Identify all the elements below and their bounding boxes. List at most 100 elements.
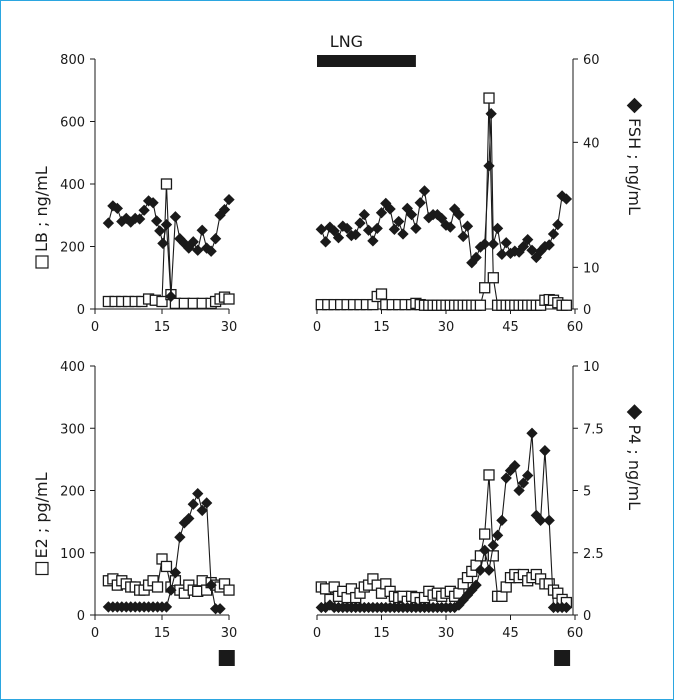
data-point-e2 [196, 504, 208, 517]
data-point-fsh [209, 233, 222, 245]
data-point-fsh [393, 215, 405, 228]
data-point-p4 [534, 514, 547, 527]
y-right-tick-label: 0 [583, 609, 591, 624]
open-square-legend-marker [35, 255, 49, 269]
y-right-tick-label: 10 [583, 261, 600, 276]
y-right-tick-label: 60 [583, 53, 600, 68]
data-point-lb [474, 299, 487, 311]
y-right-tick-label: 7.5 [583, 422, 604, 437]
data-point-fsh [354, 217, 366, 229]
y-left-tick-label: 400 [60, 360, 85, 375]
data-point-fsh [479, 238, 491, 250]
data-point-p4 [479, 544, 491, 556]
series-line-lb [108, 183, 230, 304]
data-point-fsh [410, 222, 422, 235]
data-point-e2 [201, 497, 213, 509]
y-right-tick-label: 40 [583, 136, 600, 151]
data-point-fsh [487, 238, 499, 250]
data-point-e2 [487, 550, 499, 562]
data-point-fsh [453, 208, 465, 221]
data-point-e2 [223, 584, 235, 596]
data-point-fsh [134, 213, 146, 225]
y-right-axis-title: P4 ; ng/mL [625, 425, 644, 511]
data-point-e2 [165, 584, 177, 596]
data-point-fsh [552, 218, 564, 231]
filled-diamond-legend-marker [626, 404, 643, 420]
data-point-p4 [474, 564, 487, 576]
y-right-tick-label: 2.5 [583, 547, 604, 562]
y-left-tick-label: 200 [60, 485, 85, 500]
data-point-fsh [388, 223, 401, 235]
x-tick-label: 0 [91, 626, 99, 641]
data-point-fsh [350, 228, 362, 241]
data-point-p4 [513, 484, 525, 497]
data-point-fsh [150, 215, 163, 227]
data-point-p4 [543, 514, 555, 527]
data-point-fsh [205, 245, 217, 257]
data-point-lb [160, 178, 173, 190]
data-point-p4 [487, 539, 499, 551]
data-point-fsh [165, 290, 177, 303]
y-left-title-group: E2 ; pg/mL [32, 472, 51, 576]
data-point-p4 [526, 427, 538, 439]
y-left-tick-label: 400 [60, 178, 85, 193]
lng-annotation-label: LNG [330, 32, 363, 51]
data-point-fsh [526, 244, 538, 256]
data-point-fsh [444, 221, 456, 233]
data-point-fsh [414, 197, 426, 209]
y-left-tick-label: 0 [77, 303, 85, 318]
data-point-lb [487, 272, 499, 284]
data-point-lb [560, 299, 573, 311]
x-tick-label: 0 [313, 320, 321, 335]
data-point-p4 [500, 472, 512, 484]
data-point-fsh [341, 222, 353, 235]
y-left-tick-label: 0 [77, 609, 85, 624]
data-point-lb [223, 293, 235, 305]
y-left-axis-title: E2 ; pg/mL [32, 472, 51, 558]
data-point-e2 [479, 528, 491, 540]
data-point-e2 [160, 560, 173, 573]
x-tick-label: 15 [373, 626, 390, 641]
data-point-fsh [154, 225, 166, 237]
data-point-fsh [160, 218, 173, 231]
data-point-e2 [205, 579, 217, 591]
x-tick-label: 45 [502, 626, 519, 641]
y-left-axis-title: LB ; ng/mL [32, 166, 51, 252]
data-point-fsh [102, 217, 115, 229]
data-point-fsh [543, 239, 555, 251]
data-point-fsh [367, 235, 379, 247]
y-right-tick-label: 0 [583, 303, 591, 318]
data-point-fsh [500, 237, 512, 249]
data-point-fsh [196, 224, 208, 236]
data-point-p4 [491, 529, 504, 541]
data-point-p4 [470, 579, 482, 591]
data-point-fsh [169, 211, 182, 223]
y-left-title-group: LB ; ng/mL [32, 166, 51, 269]
x-tick-label: 30 [438, 320, 455, 335]
data-point-e2 [500, 581, 512, 593]
y-right-tick-label: 5 [583, 485, 591, 500]
period-marker [218, 650, 235, 666]
data-point-fsh [496, 248, 508, 260]
x-tick-label: 15 [373, 320, 390, 335]
data-point-fsh [457, 230, 469, 243]
data-point-p4 [483, 564, 495, 576]
y-left-tick-label: 800 [60, 53, 85, 68]
data-point-p4 [539, 445, 551, 457]
data-point-fsh [218, 203, 231, 216]
filled-diamond-legend-marker [626, 97, 643, 114]
data-point-e2 [169, 567, 182, 579]
data-point-fsh [319, 236, 332, 248]
x-tick-label: 15 [154, 626, 171, 641]
x-tick-label: 0 [313, 626, 321, 641]
data-point-fsh [223, 193, 235, 206]
data-point-lb [156, 295, 168, 308]
data-point-e2 [192, 487, 204, 500]
y-right-tick-label: 10 [583, 360, 600, 375]
data-point-fsh [358, 208, 370, 221]
data-point-lb [479, 282, 491, 294]
data-point-e2 [214, 603, 226, 615]
x-tick-label: 60 [567, 320, 584, 335]
data-point-fsh [138, 204, 150, 216]
